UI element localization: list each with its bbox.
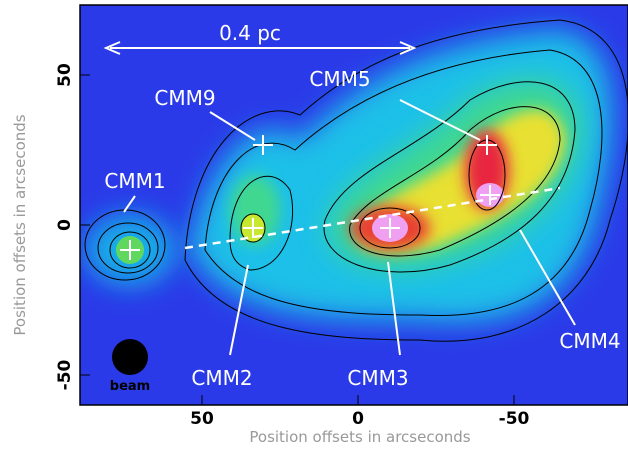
source-label: CMM9	[154, 86, 215, 110]
y-tick-label: 0	[55, 219, 75, 231]
beam-label: beam	[110, 379, 150, 394]
source-label: CMM5	[309, 67, 370, 91]
y-tick-label: -50	[55, 359, 75, 390]
source-label: CMM1	[104, 169, 165, 193]
x-tick-label: 50	[190, 409, 214, 429]
scale-bar-label: 0.4 pc	[219, 21, 281, 45]
x-axis-label: Position offsets in arcseconds	[249, 428, 470, 446]
x-tick-label: -50	[499, 409, 530, 429]
source-label: CMM3	[347, 366, 408, 390]
y-axis-label: Position offsets in arcseconds	[11, 114, 29, 335]
source-label: CMM4	[559, 329, 620, 353]
y-tick-label: 50	[55, 63, 75, 87]
figure: beam 0.4 pc CMM1 CMM9 CMM5 CMM2 CMM3 CMM…	[0, 0, 628, 450]
x-tick-label: 0	[352, 409, 364, 429]
source-label: CMM2	[191, 366, 252, 390]
map: beam 0.4 pc CMM1 CMM9 CMM5 CMM2 CMM3 CMM…	[80, 5, 628, 405]
